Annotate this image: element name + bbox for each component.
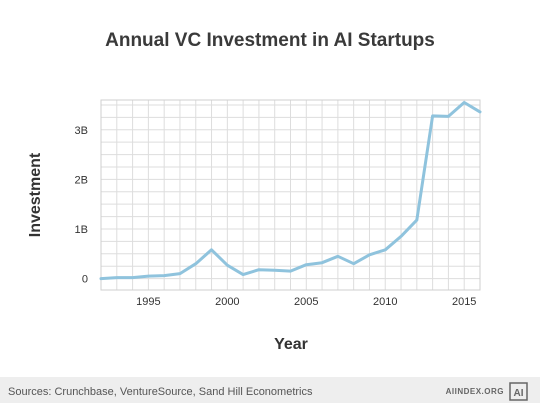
x-tick-label: 1995	[136, 296, 160, 308]
y-tick-label: 2B	[75, 174, 88, 186]
investment-series-line	[99, 101, 482, 281]
footer-bar	[0, 377, 540, 403]
y-axis-label: Investment	[27, 152, 44, 237]
chart-title: Annual VC Investment in AI Startups	[105, 30, 435, 51]
sources-text: Sources: Crunchbase, VentureSource, Sand…	[8, 386, 313, 398]
x-tick-label: 2000	[215, 296, 239, 308]
plot-frame	[100, 99, 481, 291]
x-tick-label: 2005	[294, 296, 318, 308]
grid	[100, 100, 481, 290]
y-tick-label: 3B	[75, 125, 88, 137]
x-axis-label: Year	[274, 336, 308, 353]
brand-text: AIINDEX.ORG	[446, 387, 504, 396]
x-axis-ticks: 1995 2000 2005 2010 2015	[136, 296, 476, 308]
brand-logo-box	[509, 382, 528, 401]
x-tick-label: 2015	[452, 296, 476, 308]
y-tick-label: 1B	[75, 224, 88, 236]
brand-logo-icon: AI	[514, 388, 524, 399]
y-axis-ticks: 0 1B 2B 3B	[75, 125, 88, 286]
x-tick-label: 2010	[373, 296, 397, 308]
y-tick-label: 0	[82, 274, 88, 286]
